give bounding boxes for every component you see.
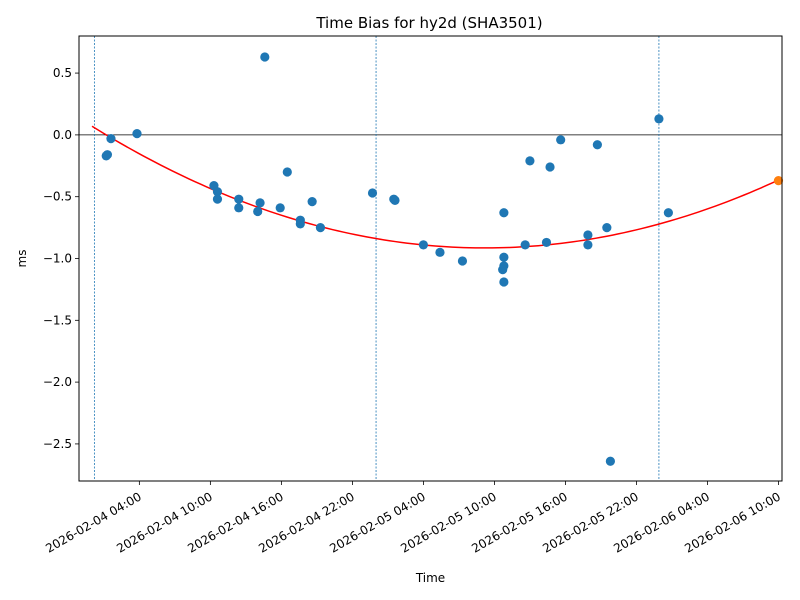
data-point bbox=[418, 240, 428, 250]
data-point bbox=[541, 237, 552, 248]
y-tick-label: 0.0 bbox=[53, 128, 72, 142]
data-point bbox=[367, 188, 378, 198]
y-tick-label: −0.5 bbox=[43, 190, 72, 204]
data-point bbox=[295, 219, 305, 229]
data-point bbox=[499, 208, 509, 218]
y-axis-title: ms bbox=[15, 250, 29, 268]
plot-frame bbox=[78, 35, 783, 482]
latest-point bbox=[773, 176, 784, 186]
data-point bbox=[212, 194, 223, 204]
data-point bbox=[315, 222, 326, 233]
data-point bbox=[499, 252, 509, 262]
y-tick-label: −2.0 bbox=[43, 375, 72, 389]
data-point bbox=[307, 197, 317, 207]
data-point bbox=[275, 203, 285, 213]
data-point bbox=[498, 265, 508, 275]
data-point bbox=[605, 456, 615, 466]
y-tick-label: 0.5 bbox=[53, 66, 72, 80]
data-point bbox=[545, 162, 555, 172]
x-axis-title: Time bbox=[415, 571, 445, 585]
y-tick-label: −2.5 bbox=[43, 437, 72, 451]
data-point bbox=[654, 114, 664, 124]
data-point bbox=[583, 240, 593, 250]
data-point bbox=[102, 150, 113, 160]
data-point bbox=[234, 194, 244, 204]
data-point bbox=[255, 198, 265, 208]
data-point bbox=[260, 52, 270, 62]
data-point bbox=[602, 222, 612, 233]
data-point bbox=[390, 195, 400, 206]
fit-curve bbox=[91, 125, 779, 249]
data-point bbox=[525, 156, 535, 166]
data-point bbox=[499, 277, 509, 287]
data-point bbox=[234, 203, 244, 213]
data-point bbox=[520, 240, 530, 250]
data-point bbox=[253, 206, 263, 217]
data-point bbox=[583, 230, 593, 240]
data-point bbox=[132, 129, 142, 139]
data-point bbox=[457, 256, 468, 266]
data-point bbox=[556, 135, 566, 145]
y-tick-label: −1.0 bbox=[43, 252, 72, 266]
data-point bbox=[282, 167, 292, 177]
data-point bbox=[212, 187, 223, 197]
data-point bbox=[435, 247, 445, 257]
data-point bbox=[592, 140, 602, 150]
chart-title: Time Bias for hy2d (SHA3501) bbox=[315, 14, 542, 32]
y-axis: 0.5 0.0 −0.5 −1.0 −1.5 −2.0 −2.5 bbox=[43, 66, 79, 451]
plot-area bbox=[79, 36, 784, 481]
data-point bbox=[663, 208, 673, 218]
y-tick-label: −1.5 bbox=[43, 313, 72, 327]
data-point bbox=[106, 133, 116, 144]
